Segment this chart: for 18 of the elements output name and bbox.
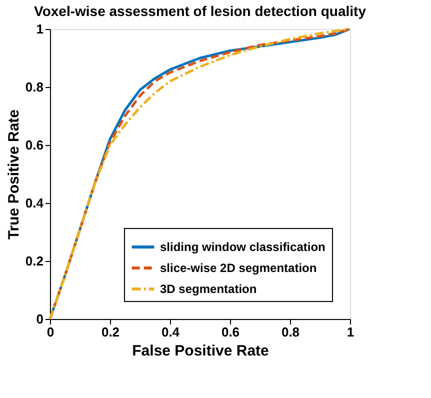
y-tick-label: 0.2 xyxy=(25,254,44,268)
legend-label: sliding window classification xyxy=(160,240,326,254)
x-tick-label: 1 xyxy=(346,324,354,340)
x-tick-label: 0.6 xyxy=(221,324,240,340)
chart-title: Voxel-wise assessment of lesion detection quality xyxy=(34,3,366,19)
x-axis-title: False Positive Rate xyxy=(132,342,269,360)
y-axis-title: True Positive Rate xyxy=(5,109,22,240)
x-tick-label: 0.2 xyxy=(101,324,120,340)
x-tick-label: 0.4 xyxy=(161,324,180,340)
x-tick-label: 0 xyxy=(46,324,54,340)
y-tick-label: 0.8 xyxy=(25,80,44,94)
y-tick-label: 0.6 xyxy=(25,138,44,152)
y-tick-label: 0.4 xyxy=(25,196,44,210)
legend-label: 3D segmentation xyxy=(160,282,257,296)
y-tick-label: 1 xyxy=(36,22,44,36)
x-tick-label: 0.8 xyxy=(281,324,300,340)
y-tick-label: 0 xyxy=(36,312,44,326)
legend-label: slice-wise 2D segmentation xyxy=(160,261,317,275)
